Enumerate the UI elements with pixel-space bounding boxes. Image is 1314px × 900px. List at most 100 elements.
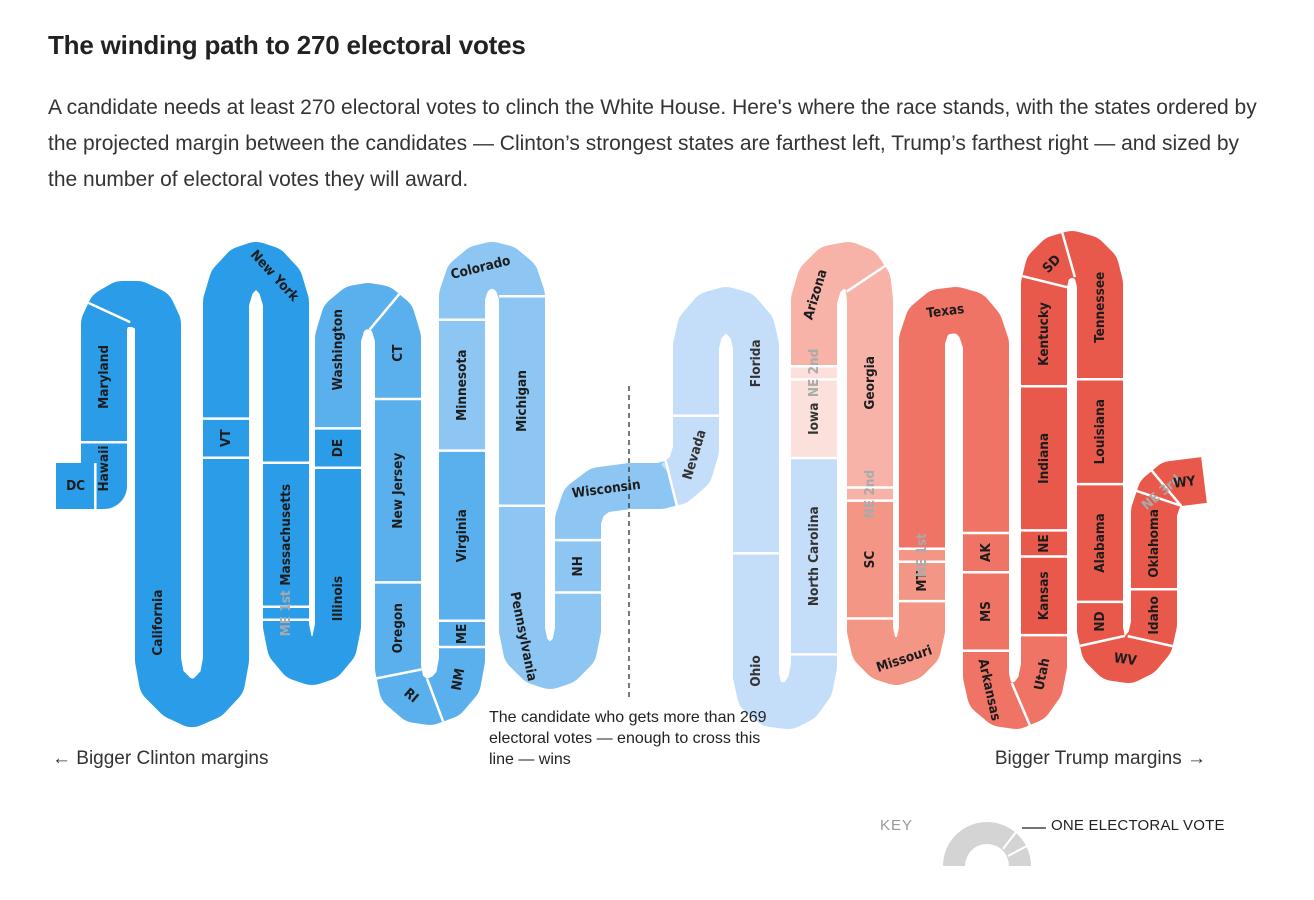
state-divider <box>1061 232 1077 278</box>
state-label-de: DE <box>330 439 346 457</box>
state-label-ne-1st: NE 1st <box>914 533 930 577</box>
page-title: The winding path to 270 electoral votes <box>48 30 526 60</box>
key-vote-divider-1 <box>1002 831 1017 850</box>
state-label-utah: Utah <box>1031 657 1053 692</box>
state-label-nh: NH <box>570 556 586 576</box>
state-divider <box>664 460 679 506</box>
state-label-north-carolina: North Carolina <box>806 506 822 606</box>
state-label-ct: CT <box>390 344 406 362</box>
state-divider <box>425 678 445 723</box>
state-segment-oklahoma <box>1131 489 1181 590</box>
state-label-mt: MT <box>914 571 930 592</box>
state-label-ne: NE <box>1036 534 1052 552</box>
state-label-wy: WY <box>1172 473 1196 492</box>
state-segment-georgia <box>845 259 893 488</box>
state-label-california: California <box>150 590 166 656</box>
state-label-tennessee: Tennessee <box>1092 272 1108 343</box>
state-divider <box>1127 634 1173 648</box>
state-segment-arkansas <box>963 650 1039 729</box>
state-segment-hawaii <box>81 442 127 509</box>
state-divider <box>87 301 131 324</box>
state-segment-idaho <box>1127 589 1177 647</box>
state-label-nm: NM <box>449 667 469 692</box>
state-segment-illinois <box>263 467 361 685</box>
state-label-kansas: Kansas <box>1036 571 1052 620</box>
clinton-margin-label: ← Bigger Clinton margins <box>52 748 269 769</box>
state-segment-ri <box>376 665 453 725</box>
state-segment-ne-3rd <box>1136 470 1183 517</box>
state-label-ms: MS <box>978 601 994 622</box>
state-dividers <box>81 232 1183 726</box>
state-label-dc: DC <box>66 478 85 494</box>
state-segment-texas <box>899 287 1009 549</box>
key-note: ONE ELECTORAL VOTE <box>1051 817 1225 834</box>
state-label-virginia: Virginia <box>454 509 470 562</box>
key-arc-icon <box>943 822 1031 866</box>
state-segment-utah <box>1007 635 1067 726</box>
state-divider <box>1079 634 1126 648</box>
state-segment-ct <box>369 294 421 399</box>
state-segment-florida <box>673 287 779 554</box>
state-segment-pennsylvania <box>499 505 601 689</box>
state-segment-maryland <box>81 301 131 443</box>
state-divider <box>1010 682 1031 726</box>
state-label-oregon: Oregon <box>390 603 406 653</box>
state-label-florida: Florida <box>748 339 764 387</box>
state-label-louisiana: Louisiana <box>1092 399 1108 464</box>
state-segment-sd <box>1022 232 1081 291</box>
state-divider <box>1136 489 1181 507</box>
state-segment-new-york <box>203 242 309 463</box>
state-label-indiana: Indiana <box>1036 433 1052 484</box>
state-label-oklahoma: Oklahoma <box>1146 509 1162 578</box>
trump-margin-label: Bigger Trump margins → <box>994 748 1206 769</box>
state-label-me: ME <box>454 624 470 644</box>
state-label-georgia: Georgia <box>862 356 878 410</box>
key-label: KEY <box>880 817 914 834</box>
state-segment-ohio <box>733 553 837 729</box>
state-label-kentucky: Kentucky <box>1036 302 1052 366</box>
state-label-sc: SC <box>862 551 878 569</box>
state-label-vt: VT <box>218 429 234 447</box>
key-vote-divider-2 <box>1007 845 1028 857</box>
state-label-massachusetts: Massachusetts <box>278 484 294 586</box>
state-segment-nd <box>1077 601 1125 653</box>
state-label-hawaii: Hawaii <box>96 445 112 491</box>
state-segment-tennessee <box>1049 231 1123 380</box>
state-segment-california <box>87 281 249 727</box>
key-diagram <box>943 822 1046 866</box>
state-divider <box>368 293 401 331</box>
state-label-maryland: Maryland <box>96 345 112 409</box>
state-segment-nm <box>423 637 485 722</box>
state-divider <box>1150 470 1183 507</box>
state-label-iowa: Iowa <box>806 403 822 435</box>
state-segments <box>56 231 1207 729</box>
state-segment-nevada <box>653 415 719 506</box>
state-label-ohio: Ohio <box>748 655 764 686</box>
state-label-minnesota: Minnesota <box>454 350 470 421</box>
state-label-ak: AK <box>978 543 994 562</box>
state-label-idaho: Idaho <box>1146 596 1162 634</box>
state-segment-washington <box>315 283 403 429</box>
state-label-texas: Texas <box>926 301 966 322</box>
state-label-michigan: Michigan <box>514 370 530 432</box>
state-label-illinois: Illinois <box>330 576 346 621</box>
state-divider <box>376 668 422 680</box>
state-label-alabama: Alabama <box>1092 513 1108 573</box>
state-segment-oregon <box>375 582 422 691</box>
state-segment-colorado <box>439 242 545 320</box>
state-segment-missouri <box>847 601 945 685</box>
intro-text: A candidate needs at least 270 electoral… <box>48 96 1257 191</box>
state-divider <box>1021 274 1068 289</box>
state-label-wv: WV <box>1113 650 1138 669</box>
state-label-new-jersey: New Jersey <box>390 453 406 529</box>
state-label-nd: ND <box>1092 611 1108 631</box>
state-label-me-1st: ME 1st <box>278 590 294 636</box>
state-segment-arizona <box>791 242 886 367</box>
state-label-ne-2nd: NE 2nd <box>862 470 878 518</box>
state-segment-wisconsin <box>555 460 683 543</box>
state-divider <box>846 264 886 293</box>
state-segment-wy <box>1149 457 1207 507</box>
state-label-ne-2nd: NE 2nd <box>806 349 822 397</box>
threshold-note: The candidate who gets more than 269 ele… <box>489 709 767 768</box>
